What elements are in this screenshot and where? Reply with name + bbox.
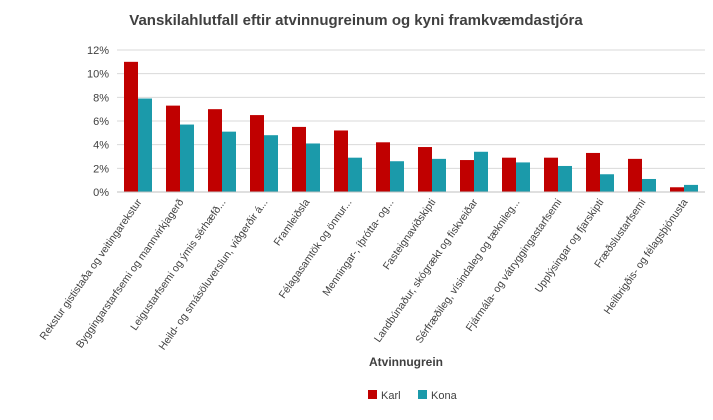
y-tick-label: 0% (93, 187, 109, 199)
y-axis-ticks: 0% 2% 4% 6% 8% 10% 12% (87, 45, 109, 199)
y-tick-label: 10% (87, 69, 109, 81)
legend-swatch-kona (418, 390, 427, 399)
chart-title: Vanskilahlutfall eftir atvinnugreinum og… (129, 12, 583, 29)
bar-karl-2 (208, 109, 222, 192)
x-category-label: Heilbrigðis- og félagsþjónusta (602, 197, 691, 317)
y-tick-label: 6% (93, 116, 109, 128)
bar-karl-0 (124, 61, 138, 192)
x-axis-title: Atvinnugrein (369, 355, 443, 369)
bar-karl-6 (376, 142, 390, 192)
bar-karl-1 (166, 105, 180, 192)
bar-karl-13 (670, 187, 684, 192)
bar-karl-10 (544, 157, 558, 192)
bar-kona-0 (138, 98, 152, 192)
bar-kona-9 (516, 162, 530, 192)
legend-label-kona: Kona (431, 390, 458, 402)
legend-label-karl: Karl (381, 390, 401, 402)
x-category-label: Menningar-, íþrótta- og... (320, 197, 396, 299)
bar-kona-13 (684, 184, 698, 192)
legend: Karl Kona (368, 390, 458, 402)
bar-kona-3 (264, 135, 278, 192)
bar-karl-11 (586, 152, 600, 192)
y-tick-label: 2% (93, 163, 109, 175)
bar-kona-7 (432, 158, 446, 192)
bars (124, 61, 698, 192)
bar-kona-11 (600, 174, 614, 192)
bar-kona-10 (558, 165, 572, 192)
bar-karl-9 (502, 157, 516, 192)
bar-kona-1 (180, 124, 194, 192)
bar-karl-7 (418, 147, 432, 192)
x-category-label: Framleiðsla (272, 197, 313, 248)
bar-karl-3 (250, 115, 264, 192)
legend-swatch-karl (368, 390, 377, 399)
bar-karl-8 (460, 160, 474, 192)
category-labels: Rekstur gististaða og veitingareksturByg… (38, 196, 691, 352)
bar-kona-12 (642, 178, 656, 192)
bar-kona-4 (306, 143, 320, 192)
y-tick-label: 12% (87, 45, 109, 57)
x-category-label: Félagasamtök og önnur... (277, 197, 355, 301)
bar-karl-12 (628, 158, 642, 192)
bar-kona-5 (348, 157, 362, 192)
bar-karl-5 (334, 130, 348, 192)
bar-kona-6 (390, 161, 404, 192)
bar-kona-2 (222, 131, 236, 192)
y-tick-label: 8% (93, 92, 109, 104)
y-tick-label: 4% (93, 140, 109, 152)
gridlines (117, 49, 705, 169)
bar-kona-8 (474, 151, 488, 192)
bar-karl-4 (292, 126, 306, 192)
